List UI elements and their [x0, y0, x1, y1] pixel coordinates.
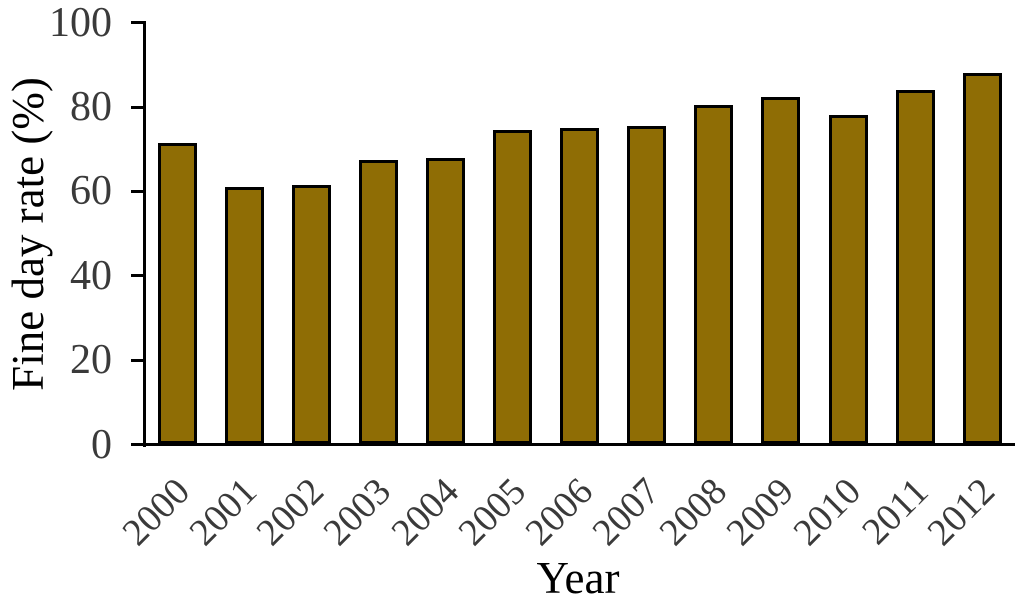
x-axis-title: Year — [536, 553, 620, 603]
x-tick-label: 2004 — [383, 470, 467, 554]
bar-2003 — [358, 159, 398, 445]
y-tick — [131, 21, 145, 25]
x-axis-line — [142, 443, 1015, 446]
y-tick — [131, 189, 145, 193]
y-tick — [131, 274, 145, 278]
x-tick-label: 2001 — [181, 470, 266, 554]
bar-2008 — [694, 104, 734, 445]
bar-2009 — [761, 96, 801, 445]
bar-2007 — [627, 126, 667, 445]
x-tick-label: 2009 — [718, 470, 802, 554]
y-tick — [131, 358, 145, 362]
bar-2006 — [560, 128, 600, 445]
x-tick-label: 2002 — [248, 470, 333, 554]
bar-2000 — [157, 142, 197, 445]
x-tick-label: 2012 — [919, 470, 1004, 554]
x-tick-label: 2006 — [517, 470, 601, 554]
y-axis-line — [142, 21, 146, 447]
y-axis-title: Fine day rate (%) — [3, 77, 53, 391]
y-tick-label: 80 — [70, 84, 112, 131]
y-tick-label: 100 — [49, 0, 112, 46]
bar-2004 — [426, 157, 466, 445]
y-tick-label: 40 — [70, 252, 112, 299]
x-tick-label: 2000 — [114, 470, 199, 554]
x-tick-label: 2011 — [853, 470, 937, 553]
y-tick-label: 0 — [91, 421, 112, 468]
x-tick-label: 2008 — [651, 470, 735, 554]
bar-2010 — [828, 115, 868, 445]
y-tick-label: 20 — [70, 337, 112, 384]
x-tick-label: 2007 — [584, 470, 668, 554]
y-tick — [131, 105, 145, 109]
bar-2002 — [291, 185, 331, 445]
bar-2012 — [962, 73, 1002, 445]
y-tick — [131, 443, 145, 446]
bar-2011 — [895, 90, 935, 445]
x-tick-label: 2003 — [316, 470, 400, 554]
bar-2005 — [493, 130, 533, 445]
bar-2001 — [224, 187, 264, 445]
x-tick-label: 2005 — [450, 470, 534, 554]
y-tick-label: 60 — [70, 168, 112, 215]
x-tick-label: 2010 — [785, 470, 869, 554]
